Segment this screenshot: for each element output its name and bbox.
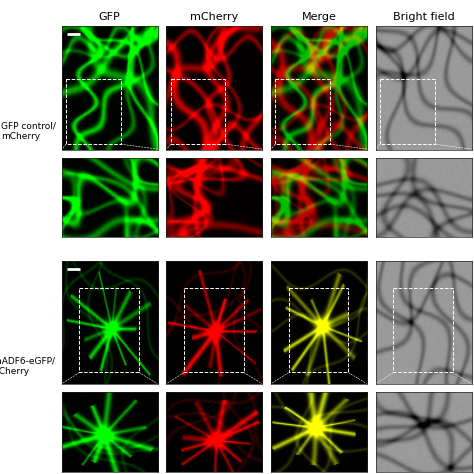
Text: Merge: Merge <box>301 12 337 22</box>
Text: mCherry: mCherry <box>190 12 238 22</box>
Bar <box>80 288 139 373</box>
Text: GFP: GFP <box>99 12 120 22</box>
Bar <box>171 79 225 144</box>
Bar <box>289 288 348 373</box>
Bar <box>66 79 121 144</box>
Bar <box>393 288 453 373</box>
Bar <box>380 79 435 144</box>
Bar <box>184 288 244 373</box>
Text: Bright field: Bright field <box>392 12 455 22</box>
Text: GhADF6-eGFP/
mCherry: GhADF6-eGFP/ mCherry <box>0 356 56 376</box>
Bar <box>275 79 330 144</box>
Text: GFP control/
mCherry: GFP control/ mCherry <box>1 122 56 141</box>
